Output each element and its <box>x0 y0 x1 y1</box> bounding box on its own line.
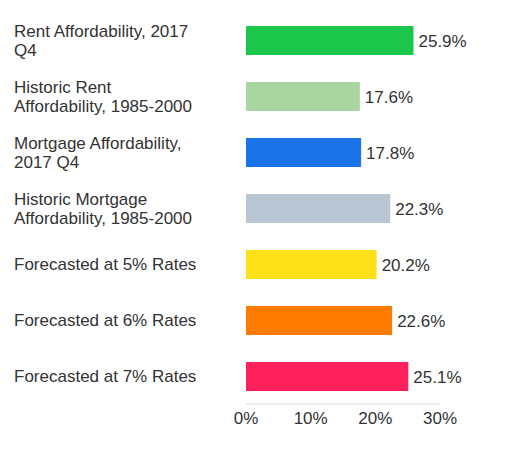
svg-text:20%: 20% <box>358 409 392 428</box>
svg-text:Rent Affordability, 2017Q4: Rent Affordability, 2017Q4 <box>14 22 188 60</box>
svg-text:25.1%: 25.1% <box>413 368 461 387</box>
svg-text:Mortgage Affordability,2017 Q4: Mortgage Affordability,2017 Q4 <box>14 134 182 172</box>
svg-text:Forecasted at 5% Rates: Forecasted at 5% Rates <box>14 255 196 274</box>
svg-text:Historic RentAffordability, 19: Historic RentAffordability, 1985-2000 <box>14 78 192 116</box>
svg-text:17.6%: 17.6% <box>365 88 413 107</box>
svg-text:0%: 0% <box>234 409 259 428</box>
svg-text:10%: 10% <box>294 409 328 428</box>
svg-text:22.3%: 22.3% <box>395 200 443 219</box>
svg-text:25.9%: 25.9% <box>418 32 466 51</box>
svg-text:22.6%: 22.6% <box>397 312 445 331</box>
svg-text:20.2%: 20.2% <box>382 256 430 275</box>
svg-text:30%: 30% <box>423 409 457 428</box>
svg-text:Forecasted at 7% Rates: Forecasted at 7% Rates <box>14 367 196 386</box>
svg-text:Forecasted at 6% Rates: Forecasted at 6% Rates <box>14 311 196 330</box>
svg-text:Historic MortgageAffordability: Historic MortgageAffordability, 1985-200… <box>14 190 192 228</box>
svg-text:17.8%: 17.8% <box>366 144 414 163</box>
